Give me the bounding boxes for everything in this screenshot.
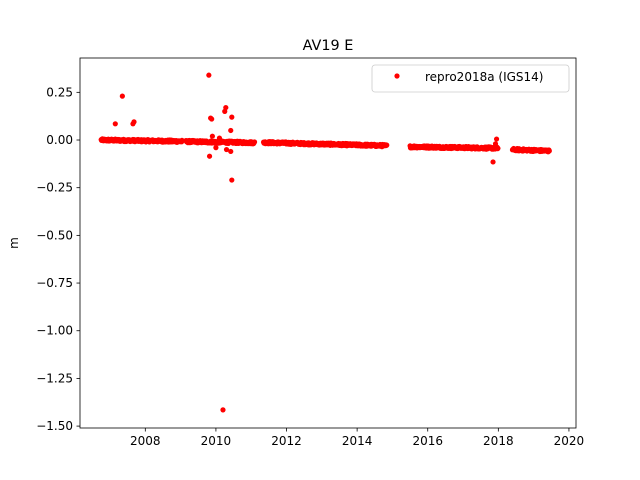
data-point	[492, 141, 499, 147]
data-point	[206, 72, 212, 78]
y-tick-label: −1.25	[36, 371, 73, 385]
data-point	[179, 137, 185, 143]
data-point	[119, 93, 125, 99]
x-tick-label: 2014	[342, 434, 373, 448]
data-point	[495, 145, 501, 151]
data-point	[384, 142, 390, 148]
y-axis-label: m	[7, 237, 21, 249]
data-point	[493, 136, 500, 142]
x-tick-label: 2010	[201, 434, 232, 448]
legend: repro2018a (IGS14)	[371, 64, 570, 93]
y-tick-label: 0.00	[46, 133, 73, 147]
data-point	[112, 121, 118, 127]
data-point	[546, 148, 552, 154]
data-point	[220, 407, 226, 413]
data-point	[223, 104, 229, 111]
data-point	[206, 153, 213, 159]
data-point	[223, 146, 230, 153]
x-axis: 2008 2010 2012 2014 2016 2018 2020	[130, 428, 584, 448]
data-point	[228, 127, 234, 134]
data-point	[228, 148, 234, 155]
data-point	[229, 114, 235, 120]
data-point	[490, 159, 496, 165]
data-point	[229, 177, 235, 183]
y-tick-label: −1.00	[36, 324, 73, 338]
data-point	[251, 139, 258, 145]
y-tick-label: −0.75	[36, 276, 73, 290]
x-tick-label: 2008	[130, 434, 161, 448]
data-point	[209, 133, 215, 139]
data-points	[98, 72, 552, 413]
y-tick-label: 0.25	[46, 85, 73, 99]
chart-title: AV19 E	[303, 38, 354, 54]
data-point	[131, 119, 137, 125]
legend-label: repro2018a (IGS14)	[425, 70, 543, 84]
x-tick-label: 2018	[483, 434, 514, 448]
y-tick-label: −0.50	[36, 228, 73, 242]
data-point	[216, 135, 223, 141]
x-tick-label: 2016	[412, 434, 443, 448]
data-point	[209, 116, 215, 122]
data-point	[213, 145, 219, 151]
y-tick-label: −0.25	[36, 181, 73, 195]
x-tick-label: 2020	[554, 434, 585, 448]
legend-marker	[394, 73, 400, 79]
plot-frame	[79, 57, 577, 429]
legend-box	[371, 64, 570, 93]
y-tick-label: −1.50	[36, 419, 73, 433]
x-tick-label: 2012	[271, 434, 302, 448]
y-axis: 0.25 0.00 −0.25 −0.50 −0.75 −1.00 −1.25 −1.50	[36, 85, 80, 433]
